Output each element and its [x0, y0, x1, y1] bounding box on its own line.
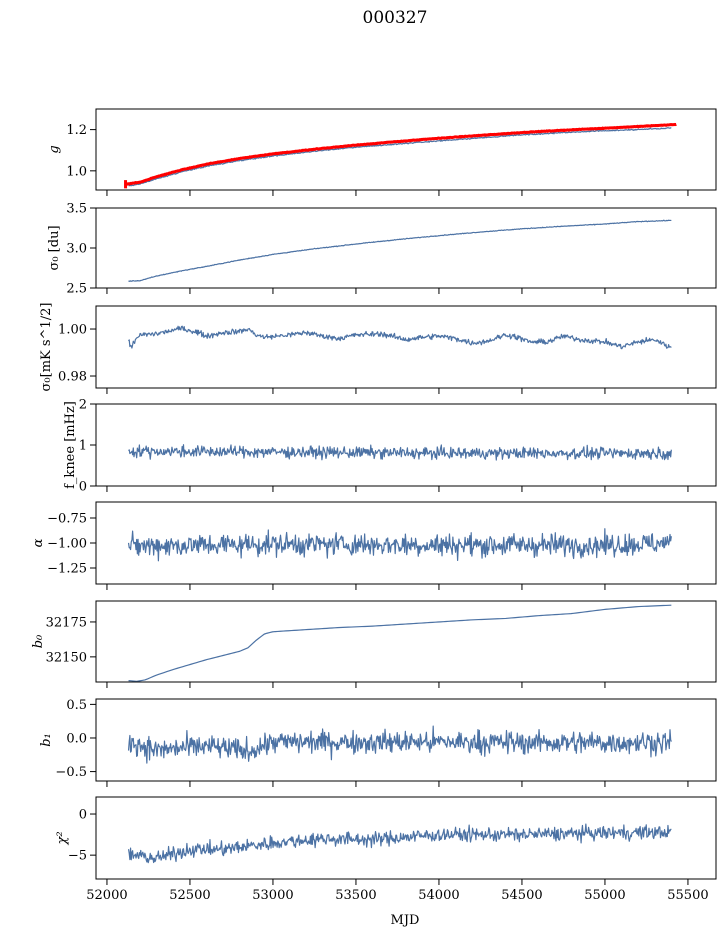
y-axis-label: σ₀[mK s^1/2] [39, 303, 54, 392]
panel-sigma0-du: 2.5 3.0 3.5 σ₀ [du] [47, 202, 717, 297]
y-tick-label: 2 [79, 398, 87, 413]
series-b0 [128, 604, 672, 682]
panel-alpha: −1.25 −1.00 −0.75 α [31, 501, 717, 590]
y-axis-label: χ² [55, 831, 70, 845]
axes-frame [95, 108, 717, 191]
y-tick-label: −1.00 [47, 537, 87, 552]
panel-fknee: 0 1 2f_knee [mHz] [63, 398, 717, 495]
y-tick-label: −0.75 [47, 512, 87, 527]
y-tick-label: 32175 [46, 615, 87, 630]
y-tick-label: 0.98 [58, 370, 87, 385]
axes-frame [95, 698, 717, 782]
x-tick-label: 52500 [169, 888, 210, 903]
series-fknee [128, 444, 672, 461]
chart-title: 000327 [363, 8, 428, 28]
y-axis-label: f_knee [mHz] [63, 401, 78, 489]
axes-frame [95, 305, 717, 389]
series-line [127, 823, 672, 864]
axes-frame [95, 600, 717, 683]
series-line [128, 325, 672, 350]
panel-chi2: −5 0 52000 52500 53000 53500 54000 54500 55000 55… [55, 796, 717, 903]
x-tick-label: 54500 [501, 888, 542, 903]
series-sigma0-mK [128, 325, 672, 350]
series-line [128, 604, 672, 682]
y-tick-label: 2.5 [66, 282, 87, 297]
panels: 1.0 1.2 g 2.5 3.0 3.5 σ₀ [du] 0.98 1.00 σ₀[mK s^1… [31, 108, 717, 903]
x-tick-label: 52000 [86, 888, 127, 903]
y-tick-label: 1.00 [58, 323, 87, 338]
series-alpha [127, 528, 672, 562]
y-tick-label: 0.5 [66, 698, 87, 713]
series-line [124, 122, 678, 186]
y-tick-label: 0.0 [66, 731, 87, 746]
axes-frame [95, 403, 717, 487]
series-line [128, 127, 672, 187]
y-axis-label: b₁ [39, 733, 54, 747]
series-b1 [127, 725, 672, 764]
y-tick-label: 0 [79, 480, 87, 495]
series-line [127, 725, 672, 764]
series-line [127, 528, 672, 562]
y-tick-label: 0 [79, 808, 87, 823]
y-tick-label: 1 [79, 439, 87, 454]
x-tick-label: 53000 [252, 888, 293, 903]
y-axis-label: b₀ [31, 634, 46, 648]
axes-frame [95, 796, 717, 880]
series-sigma0-du [128, 219, 672, 283]
panel-b1: −0.5 0.0 0.5 b₁ [39, 698, 717, 787]
axes-frame [95, 207, 717, 289]
y-tick-label: 3.5 [66, 202, 87, 217]
series-g-fit [124, 122, 678, 189]
y-axis-label: σ₀ [du] [47, 225, 62, 270]
series-g [128, 127, 672, 187]
y-tick-label: 1.0 [66, 164, 87, 179]
panel-gain: 1.0 1.2 g [47, 108, 717, 196]
x-tick-label: 54000 [418, 888, 459, 903]
x-tick-label: 55000 [584, 888, 625, 903]
series-chi2 [127, 823, 672, 864]
x-tick-label: 53500 [335, 888, 376, 903]
x-axis-label: MJD [391, 913, 420, 928]
panel-sigma0-mk: 0.98 1.00 σ₀[mK s^1/2] [39, 303, 717, 394]
y-tick-label: 1.2 [66, 123, 87, 138]
y-tick-label: 3.0 [66, 242, 87, 257]
series-line [128, 219, 672, 283]
y-axis-label: g [47, 145, 62, 153]
series-line [128, 444, 672, 461]
y-axis-label: α [31, 538, 46, 547]
x-tick-label: 55500 [667, 888, 708, 903]
y-tick-label: −0.5 [55, 765, 87, 780]
y-tick-label: −5 [68, 849, 87, 864]
y-tick-label: −1.25 [47, 562, 87, 577]
y-tick-label: 32150 [46, 650, 87, 665]
